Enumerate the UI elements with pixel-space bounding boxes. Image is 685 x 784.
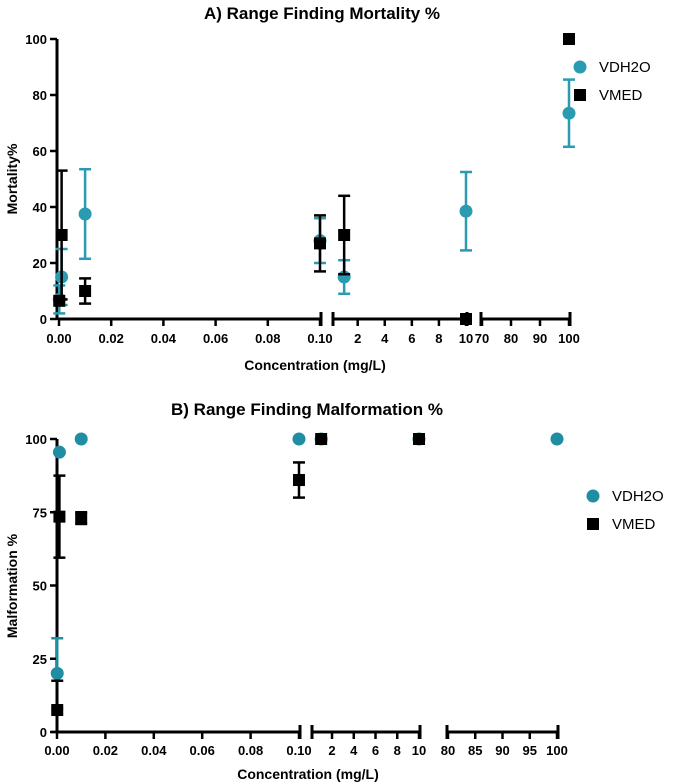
data-point-vmed: [460, 313, 472, 325]
chart-b-x-tick-label: 0.02: [93, 743, 118, 758]
chart-b-x-tick-label: 100: [546, 743, 568, 758]
chart-a-y-tick-label: 100: [25, 32, 47, 47]
chart-b-x-tick-label: 80: [441, 743, 455, 758]
chart-b-y-tick-label: 50: [33, 579, 47, 594]
data-point-vmed: [413, 433, 425, 445]
legend-label-vmed: VMED: [612, 516, 656, 533]
legend-marker-vmed: [587, 518, 599, 530]
legend-label-vdh2o: VDH2O: [612, 488, 664, 505]
data-point-vdh2o: [50, 666, 64, 680]
chart-b-y-tick-label: 75: [33, 505, 47, 520]
chart-b-x-tick-label: 8: [394, 743, 401, 758]
data-point-vmed: [293, 474, 305, 487]
chart-a-y-tick-label: 60: [33, 144, 47, 159]
legend-label-vdh2o: VDH2O: [599, 59, 651, 76]
data-point-vdh2o: [292, 432, 306, 446]
chart-a-title: A) Range Finding Mortality %: [204, 4, 440, 23]
chart-a-x-tick-label: 0.08: [255, 331, 280, 346]
chart-a-xlabel: Concentration (mg/L): [244, 357, 386, 373]
chart-a-y-tick-label: 80: [33, 88, 47, 103]
chart-b-x-tick-label: 0.06: [190, 743, 215, 758]
data-point-vdh2o: [74, 432, 88, 446]
chart-b-y-tick-label: 25: [33, 652, 47, 667]
chart-b-ylabel: Malformation %: [4, 533, 20, 638]
chart-b-x-tick-label: 2: [328, 743, 335, 758]
chart-a-x-tick-label: 90: [533, 331, 547, 346]
chart-a-x-tick-label: 2: [354, 331, 361, 346]
chart-a-y-tick-label: 0: [40, 312, 47, 327]
chart-b-x-tick-label: 0.00: [44, 743, 69, 758]
chart-a-x-tick-label: 70: [475, 331, 489, 346]
chart-b-x-tick-label: 10: [412, 743, 426, 758]
chart-b-x-tick-label: 0.10: [286, 743, 311, 758]
chart-a-x-tick-label: 6: [408, 331, 415, 346]
chart-b-x-tick-label: 95: [523, 743, 537, 758]
chart-a-ylabel: Mortality%: [4, 143, 20, 214]
data-point-vmed: [55, 229, 68, 241]
chart-a-x-tick-label: 4: [381, 331, 389, 346]
chart-b-x-tick-label: 0.08: [238, 743, 263, 758]
data-point-vdh2o: [52, 445, 66, 459]
data-point-vdh2o: [562, 106, 576, 120]
data-point-vmed: [53, 510, 66, 523]
chart-a-x-tick-label: 0.02: [99, 331, 124, 346]
legend-label-vmed: VMED: [599, 87, 643, 104]
chart-a-x-tick-label: 80: [504, 331, 518, 346]
data-point-vmed: [75, 512, 88, 525]
chart-a-x-tick-label: 100: [558, 331, 580, 346]
data-point-vmed: [79, 285, 92, 297]
data-point-vmed: [314, 237, 326, 250]
chart-b-y-tick-label: 100: [25, 432, 47, 447]
chart-b-y-tick-label: 0: [40, 725, 47, 740]
data-point-vdh2o: [78, 207, 92, 221]
chart-b-x-tick-label: 6: [372, 743, 379, 758]
data-point-vmed: [563, 33, 575, 45]
data-point-vdh2o: [550, 432, 564, 446]
chart-a-x-tick-label: 10: [459, 331, 473, 346]
chart-a-x-tick-label: 0.10: [307, 331, 332, 346]
chart-a-x-tick-label: 0.04: [151, 331, 177, 346]
chart-b-title: B) Range Finding Malformation %: [171, 400, 443, 419]
data-point-vmed: [315, 433, 328, 445]
chart-a-y-tick-label: 40: [33, 200, 47, 215]
chart-b-x-tick-label: 4: [350, 743, 358, 758]
data-point-vmed: [51, 704, 64, 717]
data-point-vmed: [338, 229, 351, 241]
legend-marker-vdh2o: [586, 489, 600, 503]
chart-b-x-tick-label: 0.04: [141, 743, 167, 758]
chart-a-x-tick-label: 0.00: [46, 331, 71, 346]
chart-a-x-tick-label: 0.06: [203, 331, 228, 346]
chart-b-x-tick-label: 90: [495, 743, 509, 758]
chart-b-xlabel: Concentration (mg/L): [237, 766, 379, 782]
chart-a-y-tick-label: 20: [33, 256, 47, 271]
chart-b-x-tick-label: 85: [468, 743, 482, 758]
chart-a-x-tick-label: 8: [435, 331, 442, 346]
data-point-vdh2o: [459, 204, 473, 218]
data-point-vmed: [53, 294, 66, 307]
legend-marker-vdh2o: [573, 60, 587, 74]
legend-marker-vmed: [574, 89, 586, 101]
